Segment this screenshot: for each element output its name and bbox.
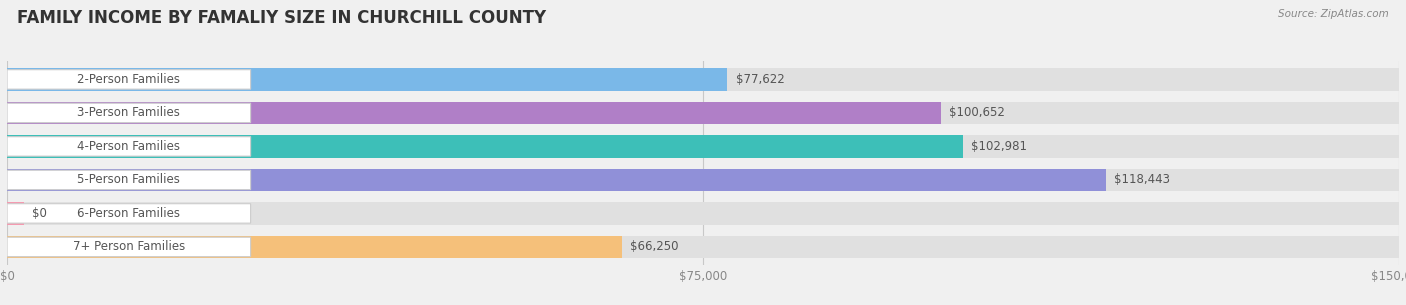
Text: $66,250: $66,250: [630, 240, 679, 253]
Text: 4-Person Families: 4-Person Families: [77, 140, 180, 153]
Text: 6-Person Families: 6-Person Families: [77, 207, 180, 220]
Bar: [7, 68, 1399, 91]
Text: $100,652: $100,652: [949, 106, 1005, 120]
Text: $0: $0: [32, 207, 46, 220]
Text: $102,981: $102,981: [972, 140, 1026, 153]
FancyBboxPatch shape: [7, 170, 250, 190]
Bar: [7, 135, 1399, 158]
FancyBboxPatch shape: [7, 103, 250, 123]
Text: 3-Person Families: 3-Person Families: [77, 106, 180, 120]
FancyBboxPatch shape: [7, 204, 250, 223]
FancyBboxPatch shape: [7, 237, 250, 257]
Bar: [7, 202, 24, 225]
Bar: [7, 235, 621, 258]
Text: $118,443: $118,443: [1115, 174, 1170, 186]
Text: 2-Person Families: 2-Person Families: [77, 73, 180, 86]
FancyBboxPatch shape: [7, 137, 250, 156]
Text: 5-Person Families: 5-Person Families: [77, 174, 180, 186]
Bar: [7, 169, 1399, 191]
FancyBboxPatch shape: [7, 70, 250, 89]
Bar: [7, 235, 1399, 258]
Bar: [7, 102, 1399, 124]
Bar: [7, 102, 941, 124]
Text: FAMILY INCOME BY FAMALIY SIZE IN CHURCHILL COUNTY: FAMILY INCOME BY FAMALIY SIZE IN CHURCHI…: [17, 9, 546, 27]
Bar: [7, 202, 1399, 225]
Bar: [7, 169, 1107, 191]
Text: Source: ZipAtlas.com: Source: ZipAtlas.com: [1278, 9, 1389, 19]
Text: $77,622: $77,622: [735, 73, 785, 86]
Text: 7+ Person Families: 7+ Person Families: [73, 240, 186, 253]
Bar: [7, 135, 963, 158]
Bar: [7, 68, 727, 91]
